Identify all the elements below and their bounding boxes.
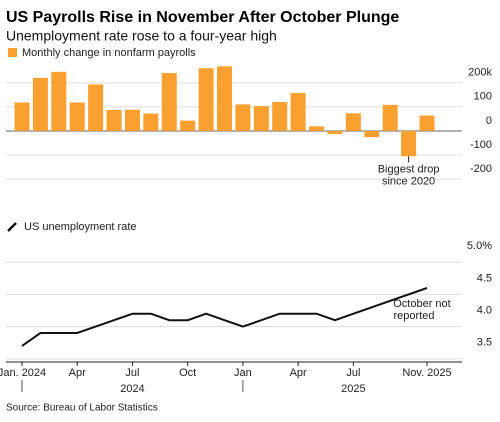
y-tick-label: 200k xyxy=(468,67,492,79)
bar xyxy=(272,102,288,131)
line-series xyxy=(21,287,428,347)
bar xyxy=(32,77,48,131)
y-tick-label: 100 xyxy=(474,91,492,103)
source: Source: Bureau of Labor Statistics xyxy=(6,403,158,414)
chart-title: US Payrolls Rise in November After Octob… xyxy=(6,9,399,26)
bar xyxy=(69,102,85,131)
x-tick-label: Jul xyxy=(346,367,360,379)
x-tick-label: Jan. 2024 xyxy=(0,367,46,379)
bar xyxy=(327,130,343,135)
y-tick-label: -100 xyxy=(470,139,492,151)
y-tick-label: 0 xyxy=(486,115,492,127)
legend-label: Monthly change in nonfarm payrolls xyxy=(22,47,196,59)
x-tick-label: Apr xyxy=(290,367,307,379)
bar xyxy=(124,109,140,131)
bar xyxy=(401,130,417,157)
bar xyxy=(345,113,361,131)
legend-swatch xyxy=(7,222,17,232)
x-tick-label: Oct xyxy=(179,367,196,379)
bar xyxy=(88,84,104,131)
bar xyxy=(290,92,306,131)
year-label: 2024 xyxy=(120,383,144,395)
bar xyxy=(253,106,269,131)
annotation: October not reported xyxy=(393,298,450,322)
y-tick-label: 5.0% xyxy=(467,240,492,252)
legend-swatch xyxy=(8,48,17,57)
bar xyxy=(51,71,67,131)
bar xyxy=(198,68,214,131)
year-label: 2025 xyxy=(341,383,365,395)
bar xyxy=(143,113,159,131)
y-tick-label: -200 xyxy=(470,163,492,175)
bar xyxy=(217,66,232,131)
bar xyxy=(364,130,380,138)
bar xyxy=(161,73,177,131)
chart-subtitle: Unemployment rate rose to a four-year hi… xyxy=(6,28,277,44)
y-tick-label: 4.0 xyxy=(477,305,492,317)
annotation: Biggest drop since 2020 xyxy=(378,163,440,187)
bar xyxy=(106,109,122,131)
x-tick-label: Nov. 2025 xyxy=(402,367,451,379)
x-tick-label: Jul xyxy=(125,367,139,379)
y-tick-label: 4.5 xyxy=(477,272,492,284)
bar xyxy=(14,102,30,131)
bar xyxy=(309,126,325,131)
x-tick-label: Apr xyxy=(69,367,86,379)
x-tick-label: Jan xyxy=(234,367,252,379)
legend-label: US unemployment rate xyxy=(24,221,137,233)
bar xyxy=(419,115,435,131)
bar xyxy=(180,120,196,131)
y-tick-label: 3.5 xyxy=(477,337,492,349)
bar xyxy=(235,104,251,131)
bar xyxy=(382,104,398,131)
